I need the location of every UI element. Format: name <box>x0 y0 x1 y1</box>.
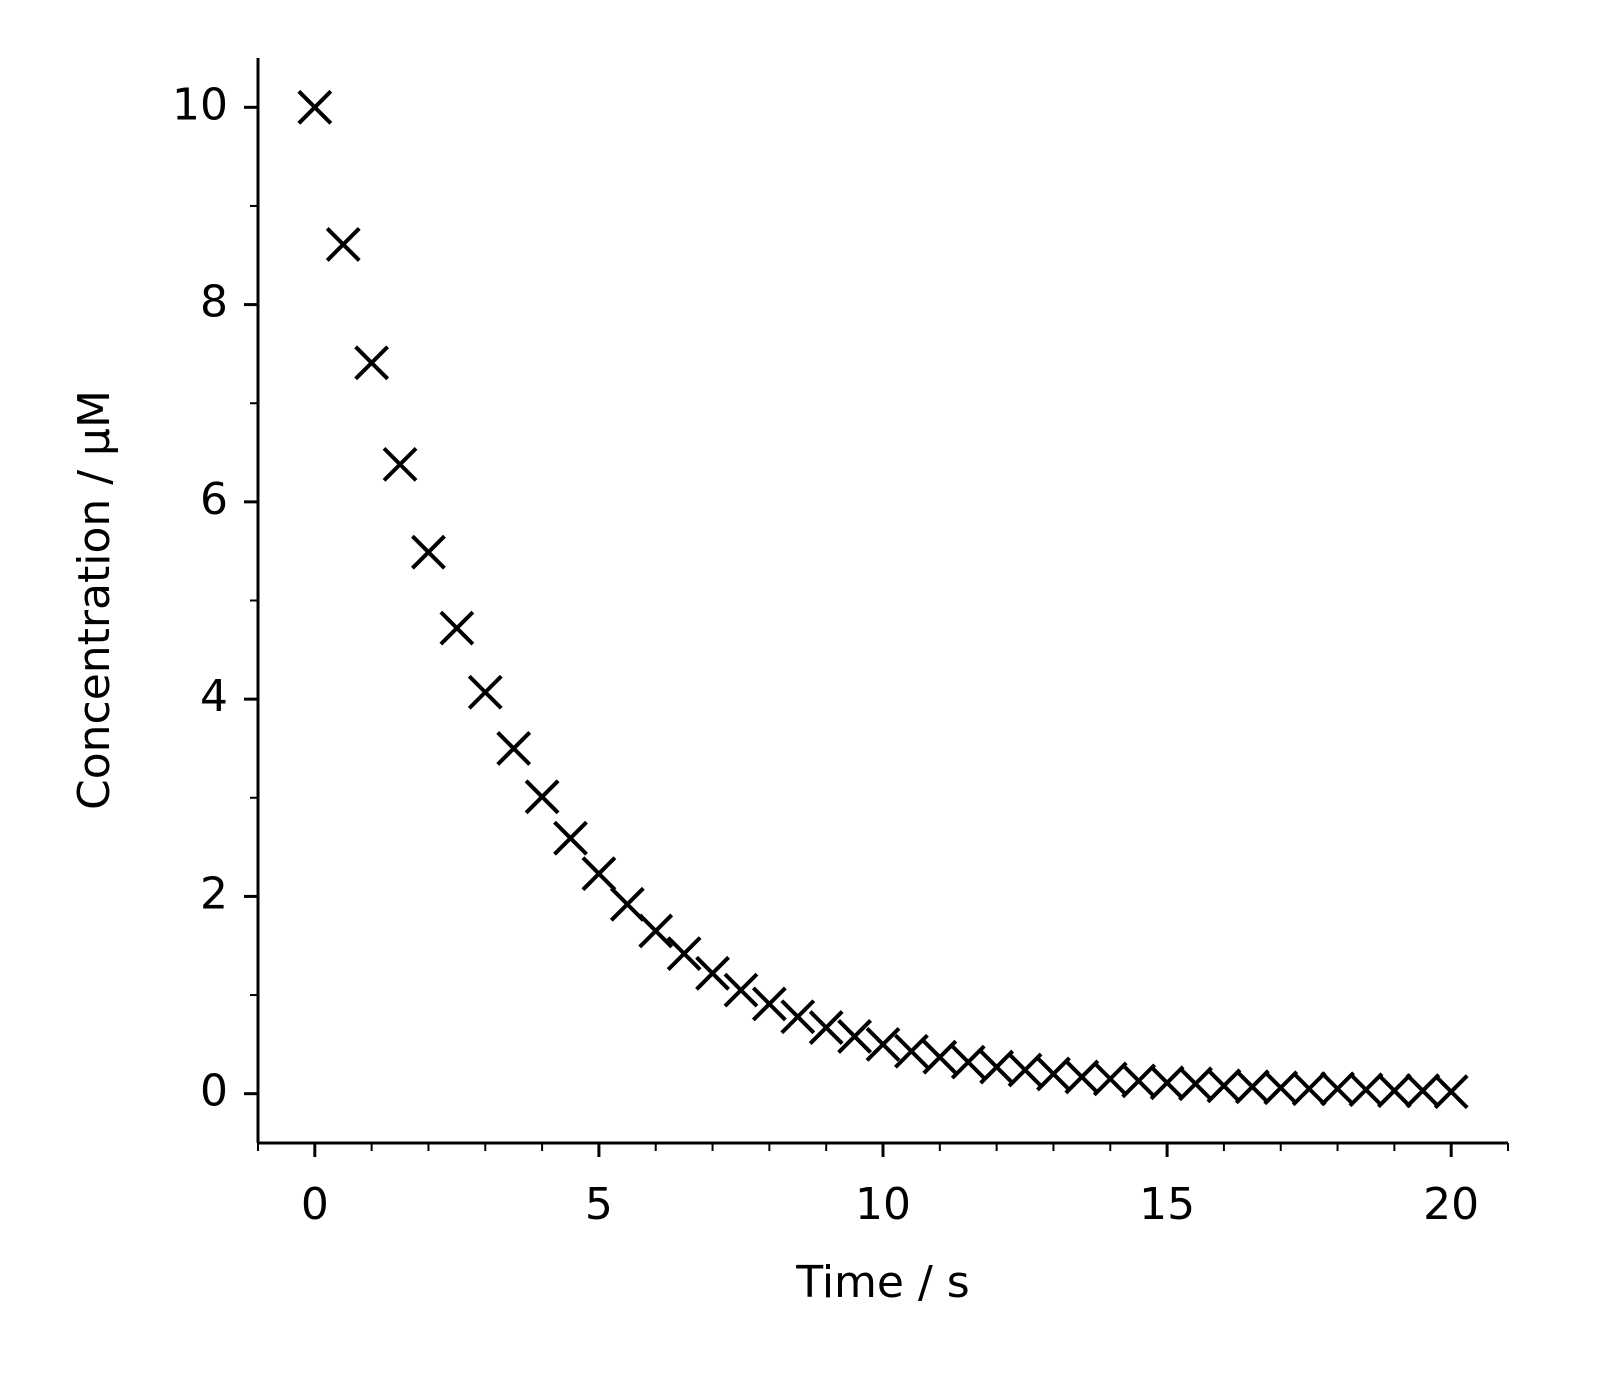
y-tick-label: 4 <box>200 671 228 722</box>
marker <box>297 89 333 125</box>
marker <box>1263 1070 1299 1106</box>
marker <box>1007 1052 1043 1088</box>
marker <box>1234 1069 1270 1105</box>
y-tick-label: 6 <box>200 474 228 525</box>
marker <box>1320 1071 1355 1107</box>
marker <box>553 820 588 856</box>
marker <box>1433 1074 1469 1110</box>
marker <box>950 1044 986 1080</box>
x-tick-label: 10 <box>855 1179 911 1230</box>
marker <box>808 1010 844 1046</box>
y-tick-label: 0 <box>200 1066 228 1117</box>
marker <box>893 1033 929 1069</box>
x-axis-title: Time / s <box>795 1257 969 1308</box>
marker <box>865 1026 901 1062</box>
x-tick-label: 5 <box>585 1179 613 1230</box>
marker <box>1206 1068 1242 1104</box>
marker <box>1348 1072 1384 1108</box>
marker <box>609 886 645 922</box>
marker <box>780 999 816 1035</box>
y-tick-label: 10 <box>172 79 228 130</box>
marker <box>751 986 787 1022</box>
marker <box>411 534 446 570</box>
marker <box>979 1049 1015 1085</box>
marker <box>581 856 617 892</box>
marker <box>496 731 532 766</box>
marker <box>439 610 475 646</box>
marker <box>1092 1061 1128 1097</box>
marker <box>325 227 361 262</box>
y-axis-title: Concentration / μM <box>69 390 120 810</box>
marker <box>524 779 560 815</box>
marker <box>666 936 702 972</box>
y-tick-label: 2 <box>200 868 228 919</box>
marker <box>1036 1056 1071 1092</box>
marker <box>1064 1059 1100 1095</box>
x-tick-label: 15 <box>1139 1179 1195 1230</box>
marker <box>1376 1073 1412 1109</box>
marker <box>695 955 730 991</box>
marker <box>1291 1071 1327 1107</box>
marker <box>382 446 418 482</box>
x-tick-label: 20 <box>1423 1179 1479 1230</box>
marker <box>467 674 503 710</box>
y-tick-label: 8 <box>200 277 228 328</box>
x-tick-label: 0 <box>301 1179 329 1230</box>
marker <box>723 972 759 1008</box>
marker <box>354 345 390 381</box>
marker <box>1178 1066 1213 1102</box>
marker <box>1121 1063 1157 1099</box>
marker <box>1149 1065 1185 1101</box>
marker <box>837 1019 873 1054</box>
marker <box>1405 1073 1441 1109</box>
marker <box>638 913 674 949</box>
marker <box>922 1039 958 1075</box>
